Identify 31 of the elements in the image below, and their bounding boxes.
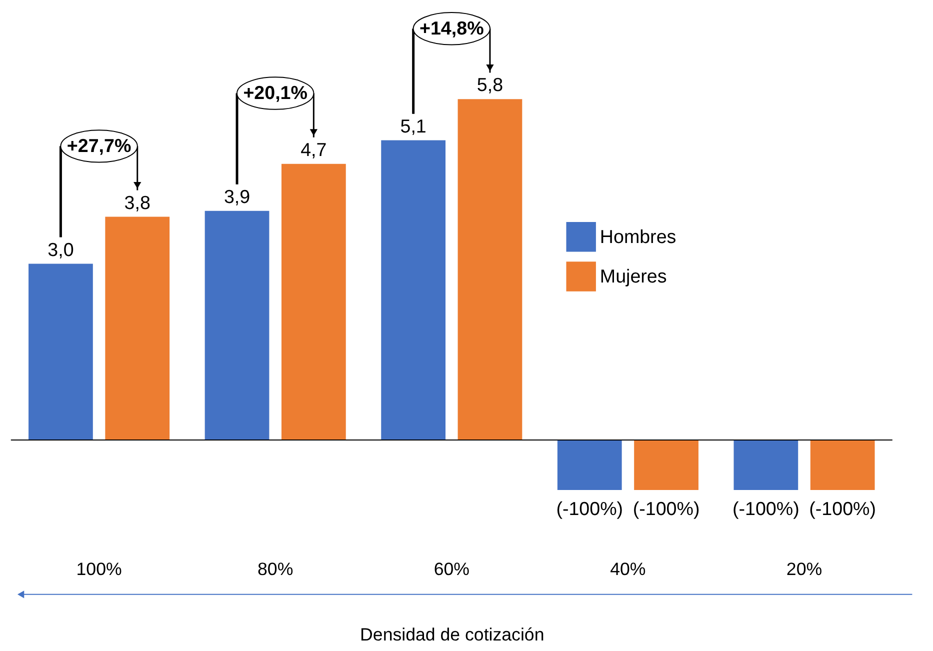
text: (-100%) bbox=[809, 498, 876, 519]
annotation: +27,7% bbox=[66, 135, 132, 156]
bar bbox=[458, 99, 522, 440]
data-label: 3,9 bbox=[224, 186, 250, 207]
data-label: 3,8 bbox=[124, 192, 150, 213]
bar bbox=[634, 440, 698, 490]
legend-label: Hombres bbox=[600, 226, 676, 247]
bar bbox=[810, 440, 875, 490]
x-tick-label: 40% bbox=[610, 559, 646, 580]
text: +14,8% bbox=[420, 18, 484, 39]
text: (-100%) bbox=[632, 498, 700, 519]
bar bbox=[734, 440, 798, 490]
data-label: 4,7 bbox=[300, 138, 327, 160]
legend-label: Mujeres bbox=[600, 265, 667, 286]
bar bbox=[204, 210, 270, 440]
x-tick-label: 60% bbox=[434, 559, 470, 580]
data-label: 5,8 bbox=[476, 74, 504, 96]
bar bbox=[105, 216, 170, 440]
x-axis-title: Densidad de cotización bbox=[360, 624, 544, 644]
text: (-100%) bbox=[732, 498, 800, 519]
bar bbox=[557, 440, 622, 490]
text: (-100%) bbox=[556, 498, 624, 519]
x-tick-label: 100% bbox=[76, 559, 122, 580]
x-tick-label: 20% bbox=[786, 559, 822, 580]
data-label: 3,0 bbox=[48, 238, 74, 260]
bar bbox=[381, 140, 446, 440]
annotation: +20,1% bbox=[243, 82, 308, 104]
bar bbox=[28, 264, 93, 440]
x-tick-label: 80% bbox=[258, 559, 294, 580]
bar bbox=[281, 164, 346, 440]
data-label: 5,1 bbox=[400, 115, 426, 136]
